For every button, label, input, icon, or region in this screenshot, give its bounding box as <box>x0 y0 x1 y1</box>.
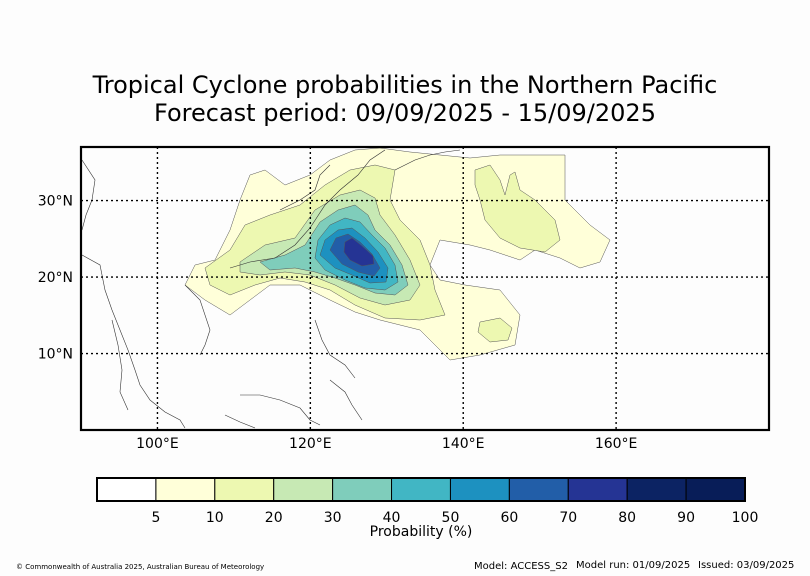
colorbar-swatch <box>626 477 687 502</box>
contour-10-small <box>477 317 513 343</box>
chart-title: Tropical Cyclone probabilities in the No… <box>92 71 718 99</box>
gridlines <box>81 147 769 430</box>
colorbar-swatch <box>567 477 628 502</box>
colorbar-swatch <box>273 477 334 502</box>
colorbar-swatch <box>332 477 393 502</box>
colorbar-swatch <box>214 477 275 502</box>
colorbar-swatch <box>508 477 569 502</box>
colorbar-swatch <box>685 477 746 502</box>
colorbar-level-label: 30 <box>323 510 342 526</box>
map-panel: 30°N 20°N 10°N 100°E 120°E 140°E 160°E <box>38 145 771 452</box>
model-name: Model: ACCESS_S2 <box>474 561 568 572</box>
colorbar-level-label: 60 <box>500 510 519 526</box>
lat-tick-label: 20°N <box>38 270 73 286</box>
lon-tick-label: 120°E <box>289 436 332 452</box>
lon-tick-labels: 100°E 120°E 140°E 160°E <box>136 436 637 452</box>
lon-tick-label: 100°E <box>136 436 179 452</box>
issued-date: Issued: 03/09/2025 <box>698 560 795 571</box>
colorbar <box>96 477 746 502</box>
colorbar-level-label: 70 <box>559 510 578 526</box>
colorbar-level-label: 20 <box>264 510 283 526</box>
lat-tick-labels: 30°N 20°N 10°N <box>38 194 73 363</box>
colorbar-level-label: 5 <box>151 510 161 526</box>
lon-tick-label: 160°E <box>595 436 638 452</box>
colorbar-level-label: 100 <box>731 510 759 526</box>
model-run: Model run: 01/09/2025 <box>576 560 691 571</box>
colorbar-swatch <box>96 477 157 502</box>
colorbar-level-label: 80 <box>618 510 637 526</box>
lat-tick-label: 30°N <box>38 194 73 210</box>
map-frame <box>79 145 771 432</box>
forecast-period: Forecast period: 09/09/2025 - 15/09/2025 <box>154 99 656 127</box>
probability-contours <box>184 147 611 361</box>
copyright-notice: © Commonwealth of Australia 2025, Austra… <box>16 563 265 571</box>
colorbar-level-label: 90 <box>677 510 695 526</box>
contour-70 <box>343 237 375 267</box>
colorbar-level-label: 10 <box>205 510 224 526</box>
lon-tick-label: 140°E <box>442 436 485 452</box>
colorbar-level-label: 40 <box>382 510 401 526</box>
lat-tick-label: 10°N <box>38 347 73 363</box>
colorbar-swatch <box>449 477 510 502</box>
colorbar-level-label: 50 <box>441 510 460 526</box>
contour-10-east <box>474 164 561 253</box>
colorbar-swatch <box>155 477 216 502</box>
colorbar-frame <box>96 477 746 502</box>
colorbar-swatch <box>391 477 451 502</box>
colorbar-title: Probability (%) <box>369 524 473 540</box>
